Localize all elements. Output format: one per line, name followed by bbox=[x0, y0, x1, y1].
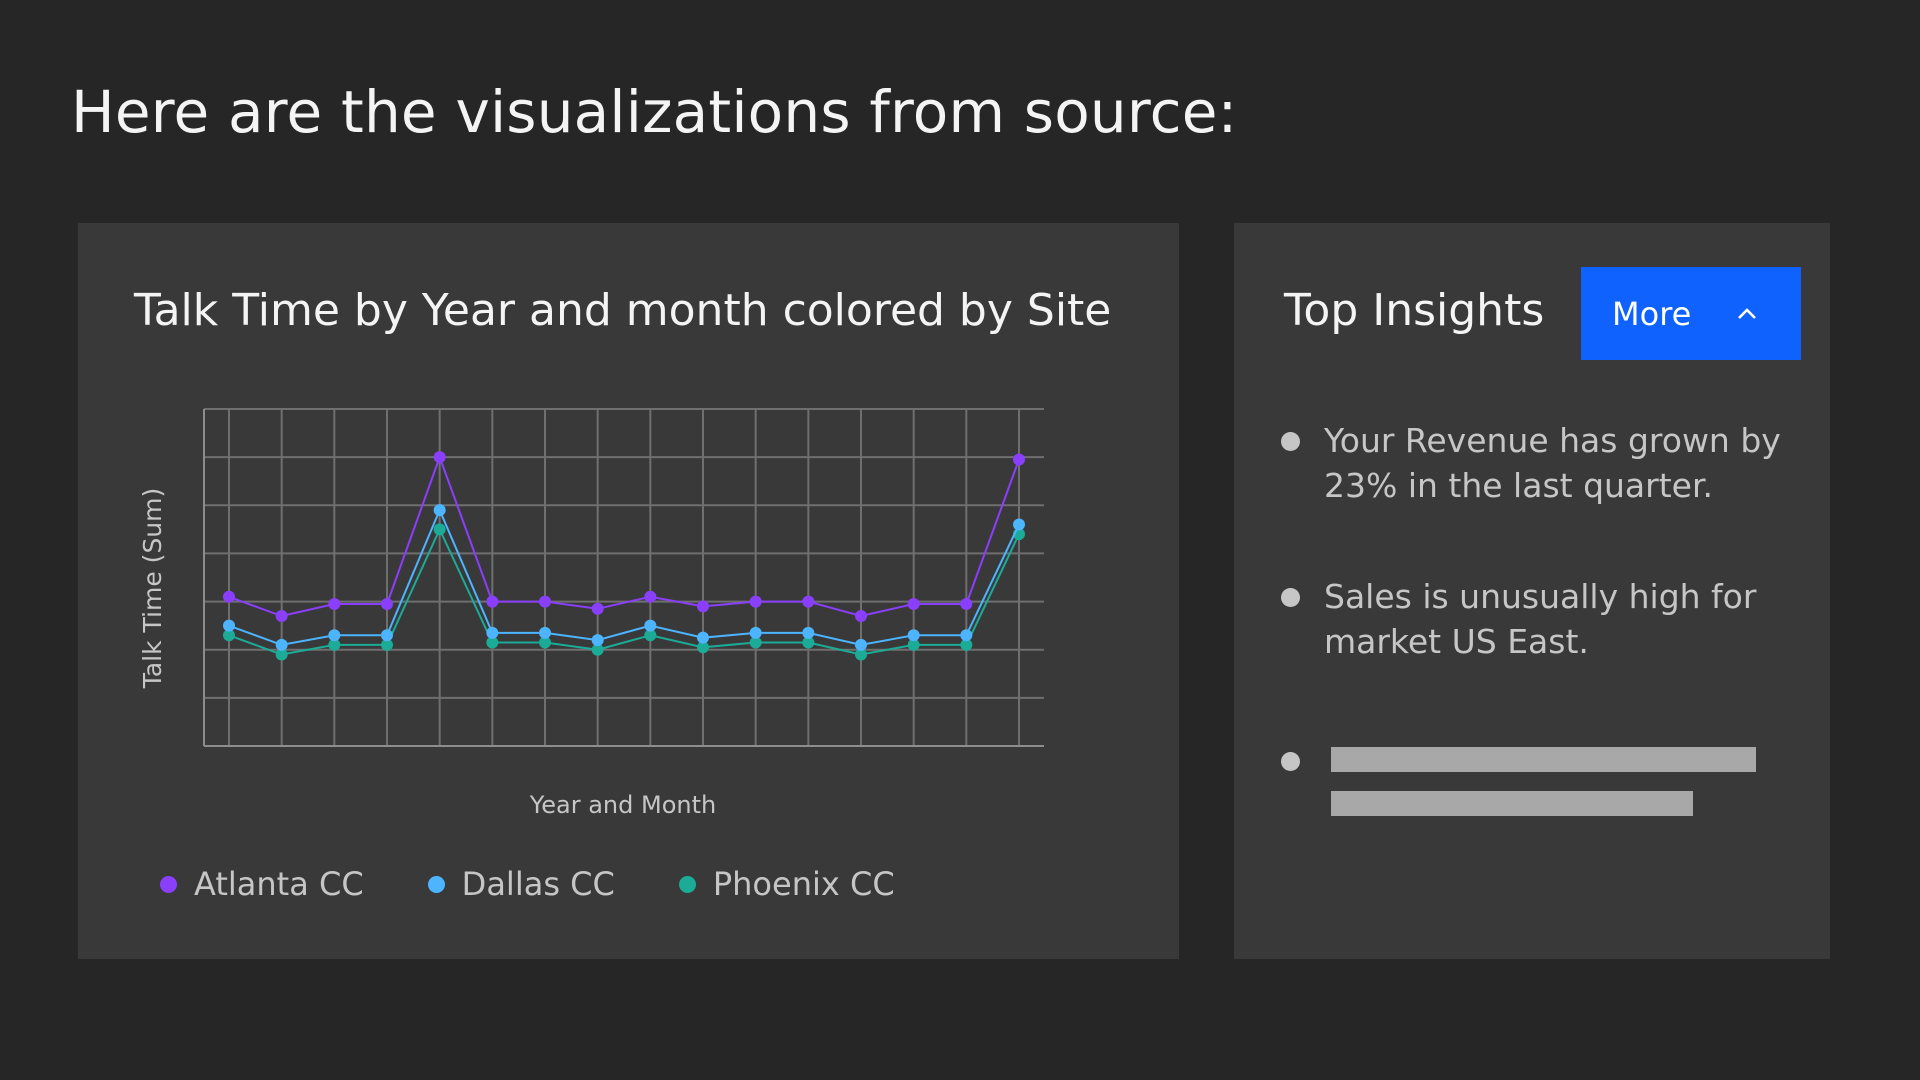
data-point[interactable] bbox=[275, 610, 288, 623]
loading-insight-placeholder bbox=[1281, 747, 1801, 847]
data-point[interactable] bbox=[749, 595, 762, 608]
series-line bbox=[228, 454, 1020, 618]
data-point[interactable] bbox=[802, 636, 815, 649]
insight-item: Sales is unusually high for market US Ea… bbox=[1281, 574, 1801, 664]
data-point[interactable] bbox=[591, 602, 604, 615]
data-point[interactable] bbox=[644, 590, 657, 603]
series-dallas-cc bbox=[223, 504, 1025, 651]
data-point[interactable] bbox=[697, 641, 709, 654]
data-point[interactable] bbox=[223, 629, 235, 642]
data-point[interactable] bbox=[1013, 518, 1025, 531]
data-point[interactable] bbox=[275, 638, 288, 651]
data-point[interactable] bbox=[328, 629, 341, 642]
bullet-icon bbox=[1281, 752, 1300, 771]
data-point[interactable] bbox=[697, 631, 709, 644]
legend-dot-icon bbox=[427, 875, 445, 893]
data-point[interactable] bbox=[381, 629, 393, 642]
insight-list: Your Revenue has grown by 23% in the las… bbox=[1281, 418, 1801, 730]
data-point[interactable] bbox=[328, 638, 341, 651]
data-point[interactable] bbox=[539, 636, 551, 649]
legend-label: Dallas CC bbox=[461, 865, 615, 903]
data-point[interactable] bbox=[381, 597, 393, 610]
data-point[interactable] bbox=[749, 626, 762, 639]
data-point[interactable] bbox=[433, 504, 446, 517]
series-line bbox=[228, 526, 1020, 656]
insight-item: Your Revenue has grown by 23% in the las… bbox=[1281, 418, 1801, 508]
data-point[interactable] bbox=[1013, 453, 1025, 466]
data-point[interactable] bbox=[539, 595, 551, 608]
data-point[interactable] bbox=[907, 629, 920, 642]
data-point[interactable] bbox=[802, 595, 815, 608]
data-point[interactable] bbox=[486, 636, 499, 649]
data-point[interactable] bbox=[907, 597, 920, 610]
chart-card: Talk Time by Year and month colored by S… bbox=[78, 223, 1179, 959]
data-point[interactable] bbox=[539, 626, 551, 639]
more-button[interactable]: More bbox=[1581, 267, 1801, 360]
skeleton-bar bbox=[1331, 747, 1756, 772]
data-point[interactable] bbox=[381, 638, 393, 651]
data-point[interactable] bbox=[644, 629, 657, 642]
more-button-label: More bbox=[1612, 294, 1692, 333]
data-point[interactable] bbox=[697, 600, 709, 613]
data-point[interactable] bbox=[433, 523, 446, 536]
data-point[interactable] bbox=[907, 638, 920, 651]
chart-title: Talk Time by Year and month colored by S… bbox=[134, 285, 1112, 336]
series-phoenix-cc bbox=[223, 523, 1025, 661]
data-point[interactable] bbox=[960, 597, 973, 610]
data-point[interactable] bbox=[275, 648, 288, 661]
data-point[interactable] bbox=[328, 597, 341, 610]
bullet-icon bbox=[1281, 588, 1300, 607]
legend-dot-icon bbox=[160, 875, 177, 893]
data-point[interactable] bbox=[591, 634, 604, 647]
series-line bbox=[228, 507, 1020, 646]
page-heading: Here are the visualizations from source: bbox=[71, 78, 1238, 146]
data-point[interactable] bbox=[960, 629, 973, 642]
insight-text: Sales is unusually high for market US Ea… bbox=[1324, 577, 1757, 661]
data-point[interactable] bbox=[855, 648, 867, 661]
insights-title: Top Insights bbox=[1284, 285, 1545, 336]
data-point[interactable] bbox=[855, 638, 867, 651]
series-atlanta-cc bbox=[223, 451, 1025, 623]
data-point[interactable] bbox=[749, 636, 762, 649]
chart-axes bbox=[203, 409, 1044, 747]
data-point[interactable] bbox=[486, 626, 499, 639]
data-point[interactable] bbox=[591, 643, 604, 656]
data-point[interactable] bbox=[486, 595, 499, 608]
legend-item[interactable]: Phoenix CC bbox=[678, 865, 895, 903]
data-point[interactable] bbox=[433, 451, 446, 464]
data-point[interactable] bbox=[960, 638, 973, 651]
x-axis-label: Year and Month bbox=[529, 791, 716, 819]
chevron-up-icon bbox=[1738, 308, 1756, 319]
legend-item[interactable]: Dallas CC bbox=[427, 865, 615, 903]
legend-item[interactable]: Atlanta CC bbox=[160, 865, 364, 903]
legend-label: Phoenix CC bbox=[712, 865, 895, 903]
line-chart: Talk Time (Sum) Year and Month bbox=[138, 408, 1044, 819]
insight-text: Your Revenue has grown by 23% in the las… bbox=[1324, 421, 1781, 505]
y-axis-label: Talk Time (Sum) bbox=[138, 488, 167, 690]
data-point[interactable] bbox=[223, 590, 235, 603]
skeleton-bar bbox=[1331, 791, 1693, 816]
data-point[interactable] bbox=[802, 626, 815, 639]
legend-dot-icon bbox=[678, 875, 696, 893]
bullet-icon bbox=[1281, 432, 1300, 451]
legend-label: Atlanta CC bbox=[194, 865, 364, 903]
data-point[interactable] bbox=[644, 619, 657, 632]
data-point[interactable] bbox=[223, 619, 235, 632]
chart-legend: Atlanta CC Dallas CC Phoenix CC bbox=[160, 865, 959, 903]
insights-card: Top Insights More Your Revenue has grown… bbox=[1234, 223, 1830, 959]
chart-grid bbox=[204, 408, 1044, 747]
data-point[interactable] bbox=[855, 610, 867, 623]
chart-series bbox=[223, 451, 1025, 661]
